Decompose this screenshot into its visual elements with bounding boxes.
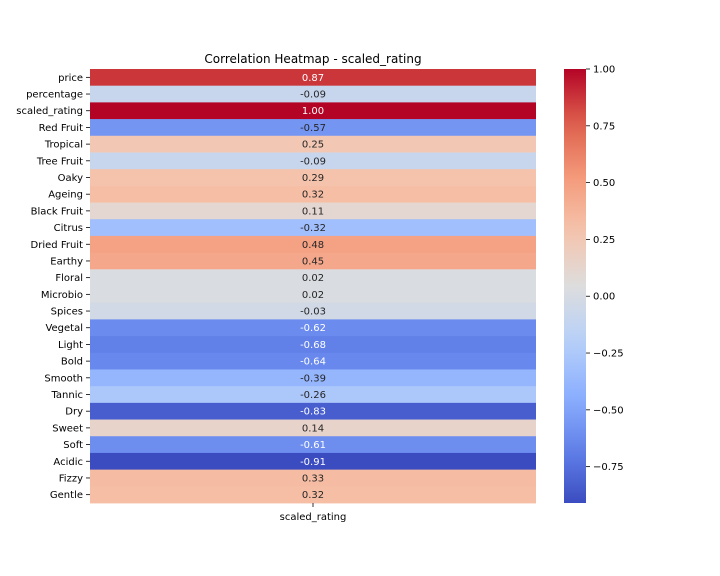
heatmap-cells: 0.87 -0.09 1.00 -0.57 0.25 -0.09 0.29 0.32 0.11 -…	[90, 69, 536, 504]
y-tick-label: percentage	[26, 90, 83, 101]
y-tick-label: Smooth	[44, 373, 83, 384]
cell-value-label: -0.57	[300, 123, 326, 134]
y-tick-label: Light	[58, 340, 83, 351]
cell-value-label: -0.26	[300, 390, 326, 401]
y-tick-label: Bold	[61, 357, 83, 368]
heatmap-cell	[90, 402, 536, 420]
cell-value-label: 0.33	[302, 473, 324, 484]
y-tick-label: Soft	[63, 440, 83, 451]
cell-value-label: 0.25	[302, 140, 324, 151]
y-tick-label: Vegetal	[45, 323, 83, 334]
colorbar-tick-label: −0.75	[593, 462, 624, 473]
heatmap-cell	[90, 119, 536, 137]
heatmap-cell	[90, 352, 536, 370]
colorbar-tick-label: −0.25	[593, 349, 624, 360]
y-tick-label: Dry	[65, 407, 83, 418]
y-tick-label: Floral	[55, 273, 83, 284]
y-tick-label: Red Fruit	[39, 123, 83, 134]
heatmap-cell	[90, 469, 536, 487]
cell-value-label: -0.61	[300, 440, 326, 451]
heatmap-cell	[90, 219, 536, 237]
cell-value-label: 0.11	[302, 206, 324, 217]
heatmap-cell	[90, 436, 536, 454]
cell-value-label: 0.32	[302, 190, 324, 201]
cell-value-label: -0.68	[300, 340, 326, 351]
heatmap-cell	[90, 185, 536, 203]
heatmap-cell	[90, 336, 536, 354]
heatmap-cell	[90, 252, 536, 270]
heatmap-cell	[90, 452, 536, 471]
cell-value-label: 0.87	[302, 73, 324, 84]
cell-value-label: 0.02	[302, 273, 324, 284]
colorbar-tick-label: 0.50	[593, 178, 615, 189]
y-tick-label: Citrus	[54, 223, 83, 234]
cell-value-label: -0.62	[300, 323, 326, 334]
heatmap-cell	[90, 202, 536, 220]
y-tick-label: scaled_rating	[16, 106, 83, 117]
heatmap-cell	[90, 69, 536, 87]
y-tick-label: Microbio	[41, 290, 83, 301]
cell-value-label: -0.09	[300, 90, 326, 101]
colorbar-tick-label: 0.75	[593, 121, 615, 132]
y-tick-label: Sweet	[52, 423, 83, 434]
y-tick-label: Tree Fruit	[36, 156, 83, 167]
y-tick-label: Earthy	[50, 256, 83, 267]
chart-title: Correlation Heatmap - scaled_rating	[204, 52, 421, 66]
heatmap-cell	[90, 486, 536, 504]
heatmap-cell	[90, 302, 536, 320]
cell-value-label: 0.02	[302, 290, 324, 301]
y-tick-label: Ageing	[48, 190, 83, 201]
y-tick-label: Dried Fruit	[31, 240, 84, 251]
heatmap-cell	[90, 419, 536, 437]
x-tick-label: scaled_rating	[280, 512, 347, 523]
y-tick-label: price	[58, 73, 83, 84]
y-tick-label: Oaky	[58, 173, 83, 184]
heatmap-cell	[90, 369, 536, 387]
cell-value-label: 0.29	[302, 173, 324, 184]
cell-value-label: 0.48	[302, 240, 324, 251]
colorbar-gradient	[564, 69, 586, 503]
heatmap-cell	[90, 135, 536, 153]
cell-value-label: -0.83	[300, 407, 326, 418]
colorbar-tick-label: −0.50	[593, 405, 624, 416]
heatmap-cell	[90, 169, 536, 187]
cell-value-label: 0.32	[302, 490, 324, 501]
y-tick-label: Gentle	[50, 490, 83, 501]
heatmap-cell	[90, 152, 536, 170]
y-tick-label: Tropical	[44, 140, 83, 151]
y-tick-label: Tannic	[50, 390, 83, 401]
cell-value-label: 0.14	[302, 423, 324, 434]
cell-value-label: -0.91	[300, 457, 326, 468]
y-tick-label: Spices	[51, 307, 83, 318]
heatmap-cell	[90, 319, 536, 337]
heatmap-cell	[90, 286, 536, 304]
column-tick-labels: scaled_rating	[280, 503, 347, 523]
cell-value-label: 0.45	[302, 256, 324, 267]
colorbar-tick-label: 0.00	[593, 292, 615, 303]
colorbar-tick-label: 1.00	[593, 65, 615, 76]
cell-value-label: -0.64	[300, 357, 326, 368]
colorbar: 1.00 0.75 0.50 0.25 0.00 −0.25 −0.50 −0.75	[564, 65, 624, 503]
cell-value-label: -0.09	[300, 156, 326, 167]
y-tick-label: Acidic	[53, 457, 83, 468]
heatmap-cell	[90, 386, 536, 404]
cell-value-label: 1.00	[302, 106, 324, 117]
heatmap-cell	[90, 235, 536, 254]
y-tick-label: Black Fruit	[31, 206, 83, 217]
heatmap-cell	[90, 102, 536, 120]
colorbar-tick-label: 0.25	[593, 235, 615, 246]
heatmap-cell	[90, 269, 536, 287]
cell-value-label: -0.03	[300, 307, 326, 318]
row-tick-labels: price percentage scaled_rating Red Fruit Tro…	[16, 73, 90, 501]
y-tick-label: Fizzy	[59, 473, 83, 484]
cell-value-label: -0.39	[300, 373, 326, 384]
cell-value-label: -0.32	[300, 223, 326, 234]
heatmap-cell	[90, 85, 536, 103]
